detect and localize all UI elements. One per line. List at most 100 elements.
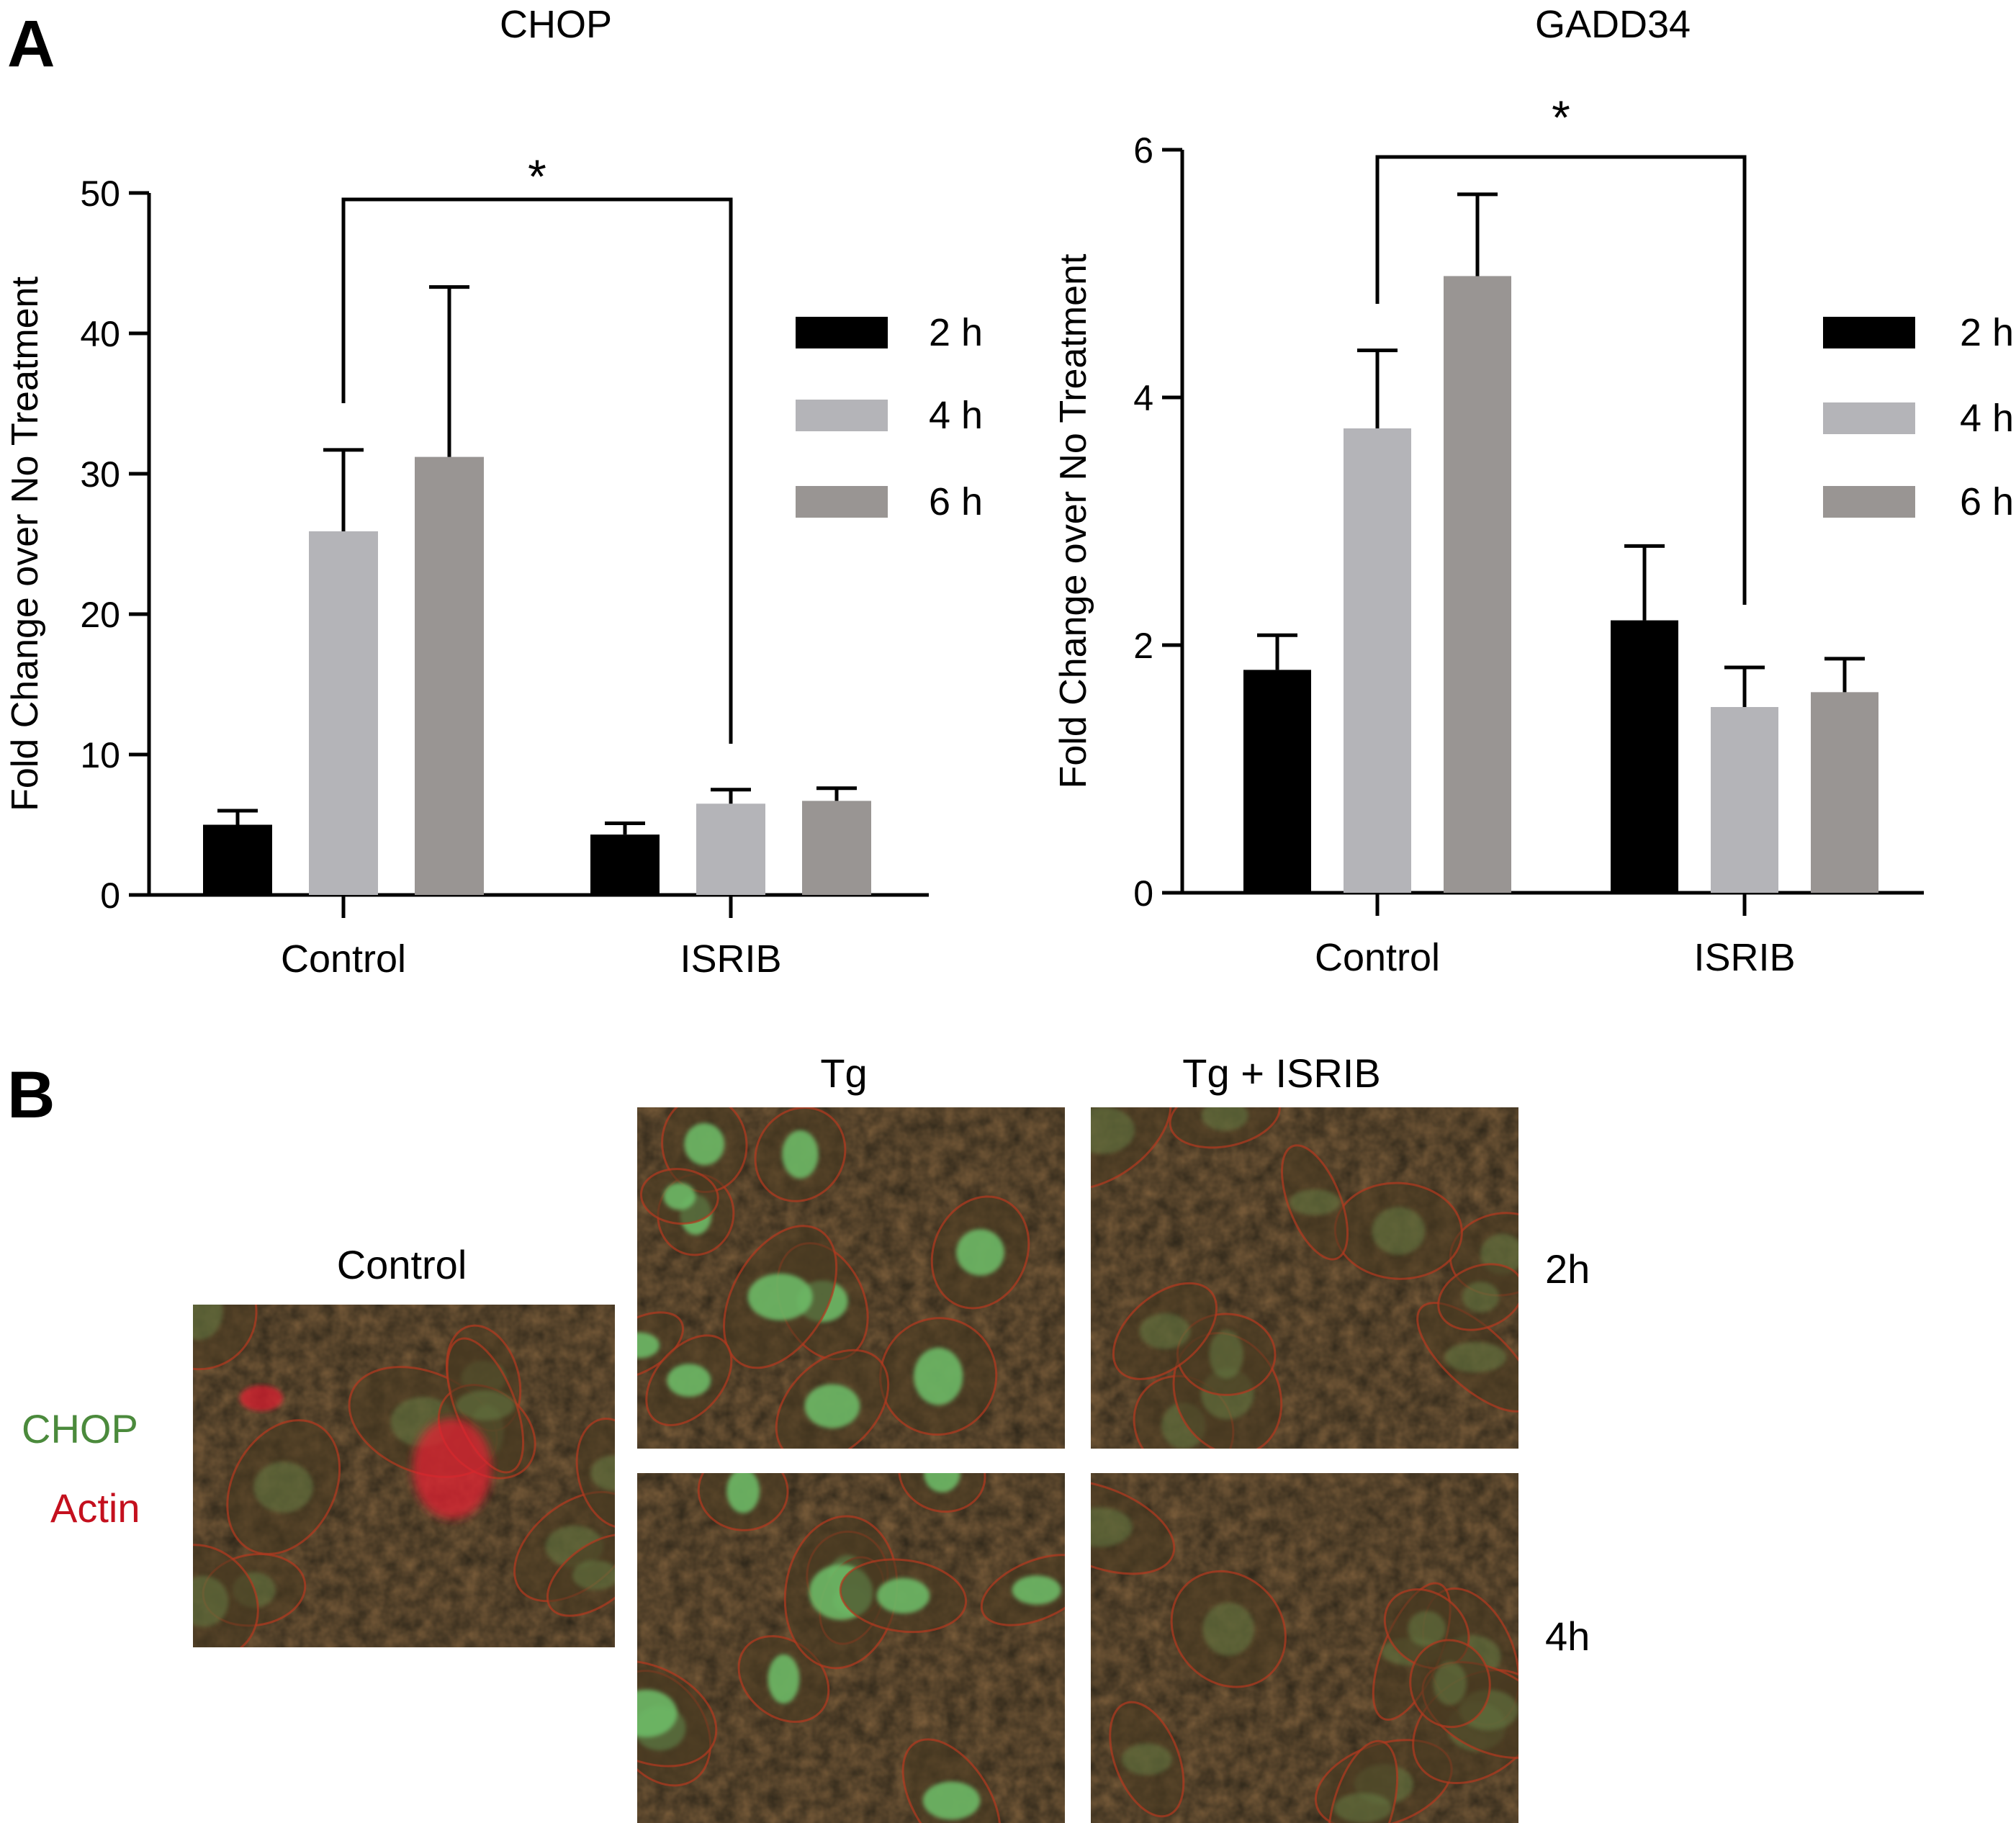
bar — [1444, 276, 1511, 893]
legend-chop-label: CHOP — [22, 1406, 138, 1451]
cell-nucleus — [455, 1390, 516, 1421]
cell-nucleus — [663, 1182, 696, 1210]
micrograph-content — [637, 1107, 1065, 1449]
cell-nucleus — [1201, 1107, 1248, 1131]
tg-2h-micrograph — [637, 1107, 1065, 1449]
cell-nucleus — [1202, 1602, 1255, 1656]
legend-swatch — [1823, 317, 1915, 348]
cell-nucleus — [637, 1332, 660, 1359]
bar — [203, 824, 272, 895]
significance-bracket — [1375, 155, 1747, 605]
cell-nucleus — [922, 1781, 981, 1820]
x-tick-label: Control — [1315, 936, 1440, 979]
cell-nucleus — [684, 1122, 725, 1166]
row-label-4h: 4h — [1545, 1613, 1590, 1659]
control-image-title: Control — [337, 1242, 467, 1287]
y-tick-label: 10 — [80, 735, 120, 775]
legend-label: 6 h — [1960, 480, 2014, 523]
legend-label: 6 h — [929, 480, 983, 523]
y-tick-label: 2 — [1133, 626, 1153, 666]
legend-label: 4 h — [1960, 397, 2014, 440]
bar — [1811, 692, 1878, 893]
legend-swatch — [796, 317, 888, 348]
bar — [1711, 707, 1778, 893]
cell-nucleus — [193, 1575, 229, 1627]
cell-nucleus — [637, 1689, 678, 1737]
tg-4h-micrograph — [637, 1473, 1065, 1823]
legend-label: 4 h — [929, 394, 983, 437]
actin-bright-spot — [413, 1418, 492, 1519]
cell-nucleus — [1433, 1662, 1467, 1706]
cell-nucleus — [1091, 1507, 1133, 1547]
y-tick-label: 4 — [1133, 378, 1153, 418]
actin-bright-spot — [240, 1385, 283, 1411]
legend-label: 2 h — [1960, 311, 2014, 354]
cell-nucleus — [1091, 1107, 1135, 1154]
significance-label: * — [1552, 91, 1570, 144]
y-tick-label: 30 — [80, 454, 120, 495]
bar — [415, 456, 484, 895]
legend-swatch — [1823, 402, 1915, 434]
y-tick-label: 0 — [100, 876, 120, 916]
cell-nucleus — [1209, 1330, 1243, 1379]
y-tick-label: 6 — [1133, 130, 1153, 171]
cell-nucleus — [956, 1229, 1004, 1276]
bar — [696, 804, 765, 895]
bar — [1611, 620, 1678, 893]
legend-label: 2 h — [929, 311, 983, 354]
cell-nucleus — [1462, 1282, 1500, 1313]
bar — [309, 531, 378, 895]
significance-bracket — [341, 197, 733, 744]
micrograph-content — [637, 1473, 1065, 1823]
chart-title: GADD34 — [1535, 3, 1691, 46]
tg-isrib-2h-micrograph — [1091, 1107, 1518, 1449]
control-micrograph — [193, 1305, 615, 1647]
y-axis-label: Fold Change over No Treatment — [4, 276, 46, 811]
micrograph-content — [193, 1305, 615, 1647]
cell-nucleus — [1012, 1575, 1061, 1605]
col-header-tg-isrib: Tg + ISRIB — [1182, 1050, 1380, 1096]
tg-isrib-4h-micrograph — [1091, 1473, 1518, 1823]
x-tick-label: ISRIB — [1693, 936, 1795, 979]
panel-b: Tg Tg + ISRIB Control 2h 4h CHOP Actin — [22, 1050, 1590, 1823]
cell-nucleus — [590, 1455, 615, 1491]
x-tick-label: ISRIB — [680, 937, 781, 981]
cell-nucleus — [876, 1577, 930, 1614]
cell-nucleus — [924, 1473, 960, 1493]
legend-actin-label: Actin — [50, 1485, 140, 1531]
legend-swatch — [796, 400, 888, 431]
y-tick-label: 0 — [1133, 873, 1153, 914]
cell-nucleus — [572, 1560, 615, 1590]
cell-nucleus — [914, 1347, 963, 1405]
cell-nucleus — [1289, 1189, 1341, 1216]
x-tick-label: Control — [281, 937, 406, 981]
cell-nucleus — [1372, 1207, 1426, 1255]
cell-nucleus — [253, 1462, 314, 1513]
gadd34-chart: GADD34 Fold Change over No Treatment 0 2 4 6 C… — [1053, 3, 2014, 979]
micrograph-content — [1091, 1107, 1518, 1449]
bar — [1243, 670, 1311, 893]
chart-title: CHOP — [500, 3, 612, 46]
significance-label: * — [528, 150, 546, 203]
panel-b-letter: B — [7, 1058, 55, 1132]
legend-swatch — [796, 486, 888, 518]
y-tick-label: 20 — [80, 595, 120, 635]
y-tick-label: 50 — [80, 174, 120, 214]
row-label-2h: 2h — [1545, 1246, 1590, 1292]
cell-nucleus — [804, 1384, 860, 1428]
cell-nucleus — [768, 1654, 800, 1704]
cell-nucleus — [782, 1130, 819, 1179]
legend-swatch — [1823, 486, 1915, 518]
col-header-tg: Tg — [820, 1050, 867, 1096]
panel-a-letter: A — [7, 7, 55, 81]
bar — [802, 801, 871, 895]
cell-nucleus — [667, 1364, 711, 1397]
bar — [590, 834, 660, 895]
y-tick-label: 40 — [80, 314, 120, 354]
cell-nucleus — [1444, 1341, 1506, 1373]
cell-nucleus — [1408, 1611, 1446, 1647]
cell-nucleus — [747, 1273, 813, 1320]
y-axis-label: Fold Change over No Treatment — [1053, 253, 1094, 788]
cell-nucleus — [1121, 1743, 1172, 1775]
